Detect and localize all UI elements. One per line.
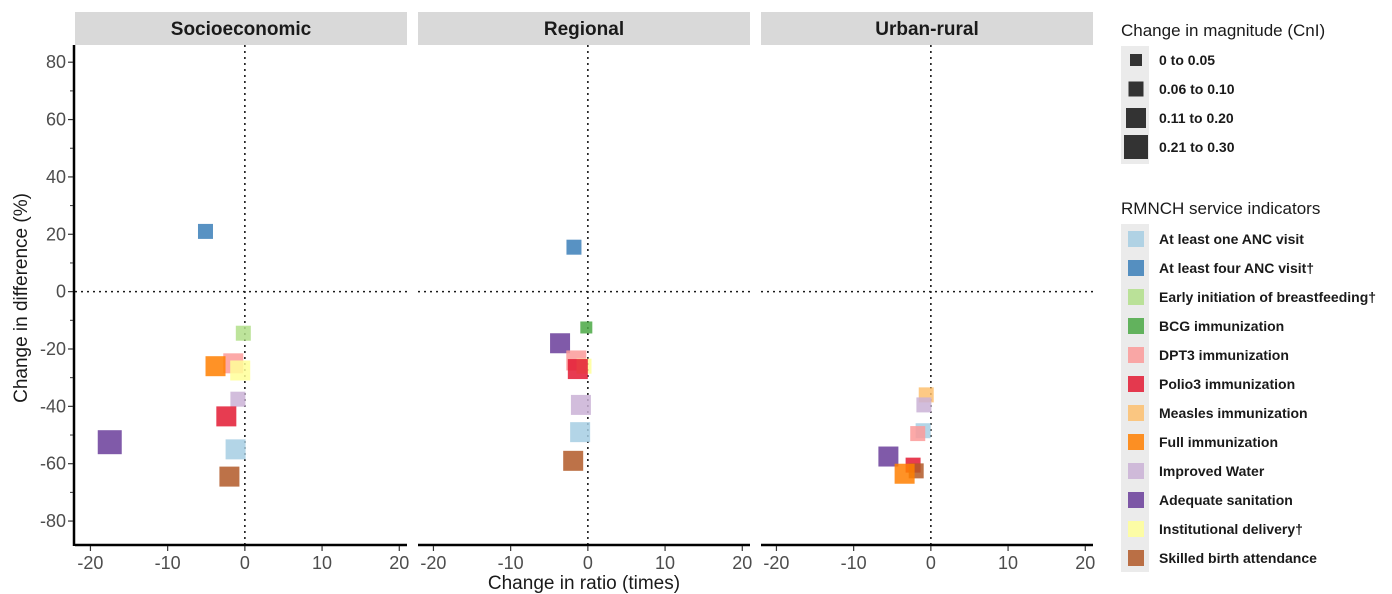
size-legend-title: Change in magnitude (CnI)	[1121, 21, 1325, 40]
data-point	[97, 430, 122, 455]
panel-socioeconomic: Socioeconomic -20 -10 0 10 20	[75, 12, 409, 573]
x-tick-label: -10	[155, 553, 181, 573]
color-legend-label: At least four ANC visit†	[1159, 260, 1314, 276]
color-legend-key	[1128, 521, 1144, 537]
data-point	[580, 321, 593, 334]
size-legend-key	[1130, 54, 1142, 66]
color-legend-label: Adequate sanitation	[1159, 492, 1293, 508]
facet-strip	[418, 12, 750, 45]
color-legend-key	[1128, 492, 1144, 508]
color-legend-label: Institutional delivery†	[1159, 521, 1303, 537]
color-legend-key	[1128, 347, 1144, 363]
color-legend-label: Skilled birth attendance	[1159, 550, 1317, 566]
panels-layer: Socioeconomic -20 -10 0 10 20 Regional -20 -10 0 1…	[40, 12, 1095, 573]
data-point	[235, 325, 251, 341]
legend: Change in magnitude (CnI) 0 to 0.05 0.06 …	[1121, 21, 1376, 572]
color-legend-key	[1128, 260, 1144, 276]
size-legend-label: 0 to 0.05	[1159, 52, 1215, 68]
data-point	[216, 406, 237, 427]
x-tick-label: -20	[420, 553, 446, 573]
size-legend-key	[1128, 81, 1144, 97]
facet-label: Regional	[544, 19, 624, 40]
color-legend-key	[1128, 231, 1144, 247]
data-point	[566, 239, 582, 255]
color-legend-label: Polio3 immunization	[1159, 376, 1295, 392]
y-tick-label: 40	[46, 167, 66, 187]
data-point	[570, 394, 591, 415]
data-point	[567, 359, 588, 380]
color-legend-key	[1128, 434, 1144, 450]
color-legend-items: At least one ANC visit At least four ANC …	[1121, 224, 1376, 572]
color-legend-key	[1128, 376, 1144, 392]
color-legend-label: Improved Water	[1159, 463, 1265, 479]
panel-regional: Regional -20 -10 0 10 20	[418, 12, 752, 573]
x-axis-title: Change in ratio (times)	[488, 573, 680, 594]
panel-urban-rural: Urban-rural -20 -10 0 10 20	[761, 12, 1095, 573]
x-tick-label: 10	[655, 553, 675, 573]
y-tick-label: 20	[46, 224, 66, 244]
x-tick-label: 10	[312, 553, 332, 573]
color-legend-label: BCG immunization	[1159, 318, 1284, 334]
color-legend-key-background	[1121, 224, 1149, 572]
data-point	[230, 360, 251, 381]
data-points	[97, 223, 934, 487]
size-legend-key	[1126, 108, 1146, 128]
x-tick-label: -20	[77, 553, 103, 573]
y-tick-label: 60	[46, 110, 66, 130]
color-legend-label: Measles immunization	[1159, 405, 1308, 421]
x-tick-label: -10	[498, 553, 524, 573]
data-point	[219, 466, 240, 487]
x-tick-label: 0	[240, 553, 250, 573]
color-legend-title: RMNCH service indicators	[1121, 199, 1320, 218]
data-point	[570, 422, 591, 443]
size-legend-items: 0 to 0.05 0.06 to 0.10 0.11 to 0.20 0.21 to…	[1121, 46, 1235, 164]
y-tick-label: -20	[40, 339, 66, 359]
x-tick-label: 20	[732, 553, 752, 573]
color-legend-key	[1128, 550, 1144, 566]
data-point	[225, 439, 246, 460]
x-tick-label: -10	[841, 553, 867, 573]
size-legend-label: 0.21 to 0.30	[1159, 139, 1235, 155]
color-legend-label: At least one ANC visit	[1159, 231, 1304, 247]
color-legend-label: DPT3 immunization	[1159, 347, 1289, 363]
data-point	[197, 223, 213, 239]
y-axis-title: Change in difference (%)	[11, 193, 32, 403]
y-tick-label: 0	[56, 282, 66, 302]
facet-label: Socioeconomic	[171, 19, 312, 40]
color-legend-key	[1128, 318, 1144, 334]
x-tick-label: 0	[583, 553, 593, 573]
facet-label: Urban-rural	[875, 19, 978, 40]
size-legend-key	[1124, 135, 1148, 159]
data-point	[916, 397, 932, 413]
color-legend-key	[1128, 463, 1144, 479]
facet-strip	[75, 12, 407, 45]
size-legend-label: 0.11 to 0.20	[1159, 110, 1234, 126]
data-point	[205, 356, 226, 377]
x-tick-label: -20	[763, 553, 789, 573]
data-point	[894, 463, 915, 484]
y-tick-label: -60	[40, 454, 66, 474]
x-tick-label: 0	[926, 553, 936, 573]
x-tick-label: 10	[998, 553, 1018, 573]
data-point	[910, 426, 926, 442]
data-point	[878, 446, 899, 467]
data-point	[563, 450, 584, 471]
y-tick-label: 80	[46, 52, 66, 72]
color-legend-label: Full immunization	[1159, 434, 1278, 450]
facet-strip	[761, 12, 1093, 45]
x-tick-label: 20	[1075, 553, 1095, 573]
data-point	[550, 333, 571, 354]
color-legend-label: Early initiation of breastfeeding†	[1159, 289, 1376, 305]
size-legend-label: 0.06 to 0.10	[1159, 81, 1235, 97]
color-legend-key	[1128, 289, 1144, 305]
data-point	[230, 391, 246, 407]
y-axis: 80 60 40 20 0 -20 -40 -60 -80	[40, 45, 76, 546]
y-tick-label: -80	[40, 511, 66, 531]
y-tick-label: -40	[40, 396, 66, 416]
x-tick-label: 20	[389, 553, 409, 573]
color-legend-key	[1128, 405, 1144, 421]
